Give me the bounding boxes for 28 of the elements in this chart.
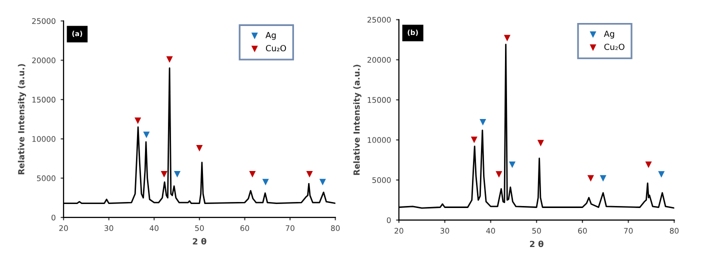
legend-label: Cu₂O — [266, 45, 286, 52]
point — [470, 136, 478, 144]
point — [537, 140, 544, 146]
y-axis-title: Relative Intensity (a.u.) — [353, 64, 362, 175]
point — [174, 170, 181, 178]
point — [196, 145, 203, 152]
x-axis-title: 2 θ — [192, 238, 206, 244]
point — [319, 178, 326, 186]
point — [658, 171, 665, 178]
point — [166, 56, 173, 63]
point — [249, 170, 256, 178]
point — [508, 162, 516, 168]
point — [306, 170, 313, 178]
y-axis-title: Relative Intensity (a.u.) — [18, 64, 26, 174]
legend-label: Ag — [266, 32, 276, 40]
point — [496, 171, 502, 178]
point — [134, 118, 142, 124]
point — [262, 178, 269, 186]
legend-label: Ag — [604, 30, 614, 39]
point — [587, 175, 594, 182]
point — [600, 175, 606, 182]
point — [645, 162, 652, 168]
point — [504, 34, 510, 42]
point — [160, 170, 168, 178]
x-axis-title: 2 θ — [530, 240, 544, 248]
legend-label: Cu₂O — [604, 44, 624, 50]
point — [143, 132, 150, 138]
point — [480, 119, 486, 126]
